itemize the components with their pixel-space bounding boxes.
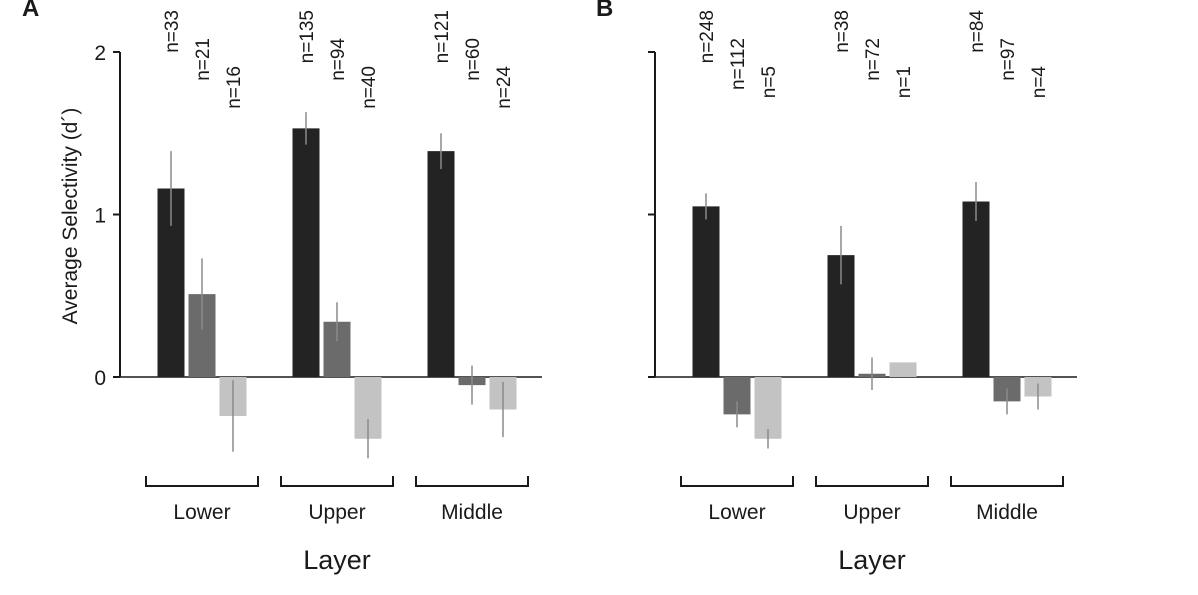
bar: [962, 201, 990, 377]
category-bracket: [680, 476, 794, 487]
category-bracket: [280, 476, 394, 487]
n-label: n=21: [193, 38, 214, 81]
n-label: n=1: [894, 66, 915, 98]
panel-letter: B: [596, 0, 613, 22]
y-tick-label: 0: [94, 367, 106, 390]
y-axis-title: Average Selectivity (d´): [59, 108, 82, 325]
n-label: n=121: [432, 10, 453, 63]
category-bracket: [145, 476, 259, 487]
panel-letter: A: [22, 0, 39, 22]
n-label: n=248: [697, 10, 718, 63]
n-label: n=72: [863, 38, 884, 81]
bar: [754, 377, 782, 439]
n-label: n=4: [1029, 66, 1050, 99]
x-axis-title: Layer: [838, 545, 906, 575]
bar: [889, 362, 917, 377]
n-label: n=97: [998, 38, 1019, 81]
category-label: Middle: [441, 501, 503, 524]
n-label: n=60: [463, 38, 484, 81]
category-label: Middle: [976, 501, 1038, 524]
n-label: n=38: [832, 10, 853, 53]
bar: [427, 151, 455, 377]
n-label: n=84: [967, 10, 988, 53]
bar: [692, 206, 720, 377]
category-bracket: [415, 476, 529, 487]
bar: [292, 128, 320, 377]
y-tick-label: 2: [94, 42, 106, 65]
category-label: Lower: [173, 501, 230, 524]
category-bracket: [815, 476, 929, 487]
category-label: Lower: [708, 501, 765, 524]
n-label: n=5: [759, 66, 780, 98]
y-tick-label: 1: [94, 205, 106, 228]
category-label: Upper: [308, 501, 365, 524]
n-label: n=40: [359, 66, 380, 109]
n-label: n=112: [728, 38, 749, 90]
category-label: Upper: [843, 501, 900, 524]
n-label: n=16: [224, 66, 245, 109]
panel-b: Bn=248 n=112 n=5 Lower n=38 n=72 n=1 Upper n=84 n…: [596, 0, 1077, 575]
panel-a: A 0 1 2 Average Selectivity (d´) n=33 n=21 n=16…: [22, 0, 542, 575]
n-label: n=94: [328, 38, 349, 81]
x-axis-title: Layer: [303, 545, 371, 575]
n-label: n=24: [494, 66, 515, 109]
n-label: n=135: [297, 10, 318, 63]
n-label: n=33: [162, 10, 183, 53]
category-bracket: [950, 476, 1064, 487]
